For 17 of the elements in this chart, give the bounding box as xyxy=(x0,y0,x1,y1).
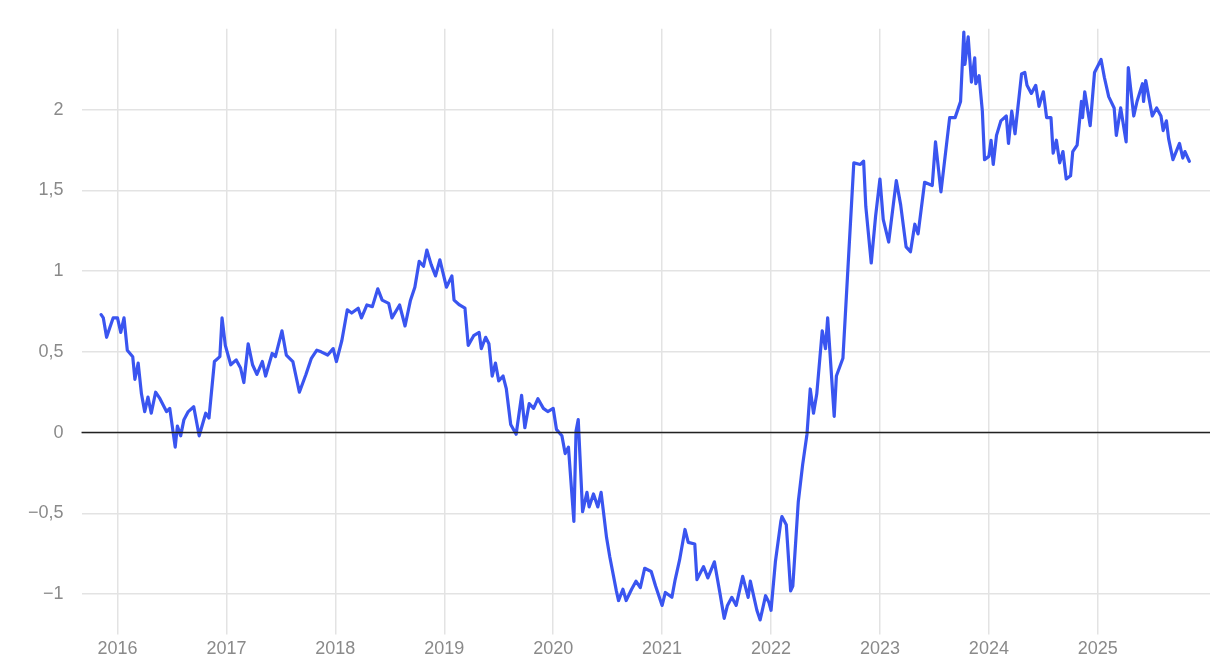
x-tick-label: 2018 xyxy=(315,638,356,659)
x-tick-label: 2016 xyxy=(97,638,138,659)
y-tick-label: 1,5 xyxy=(38,179,64,200)
x-tick-label: 2017 xyxy=(206,638,247,659)
x-tick-label: 2022 xyxy=(751,638,792,659)
y-tick-label: 1 xyxy=(53,260,64,281)
x-tick-label: 2020 xyxy=(533,638,574,659)
y-tick-label: 0,5 xyxy=(38,340,64,361)
x-tick-label: 2023 xyxy=(859,638,900,659)
y-tick-label: 2 xyxy=(53,98,64,119)
y-tick-label: −0,5 xyxy=(27,502,64,523)
x-tick-label: 2024 xyxy=(968,638,1009,659)
x-tick-label: 2021 xyxy=(642,638,683,659)
y-tick-label: −1 xyxy=(43,583,64,604)
y-tick-label: 0 xyxy=(53,421,64,442)
x-tick-label: 2025 xyxy=(1077,638,1118,659)
x-tick-label: 2019 xyxy=(424,638,465,659)
